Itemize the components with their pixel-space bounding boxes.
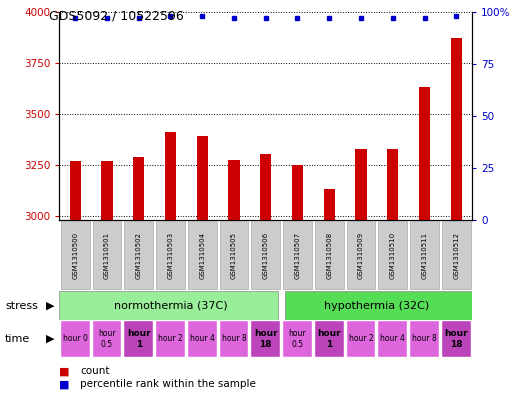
Text: hour 0: hour 0 bbox=[63, 334, 88, 343]
Text: GSM1310508: GSM1310508 bbox=[326, 232, 332, 279]
Bar bbox=[93, 222, 121, 289]
Bar bbox=[188, 321, 217, 357]
Text: GSM1310502: GSM1310502 bbox=[136, 232, 142, 279]
Bar bbox=[102, 161, 112, 393]
Bar bbox=[124, 222, 153, 289]
Bar bbox=[61, 321, 89, 357]
Bar bbox=[419, 87, 430, 393]
Bar bbox=[251, 321, 280, 357]
Text: hour
0.5: hour 0.5 bbox=[288, 329, 307, 349]
Text: GSM1310507: GSM1310507 bbox=[295, 232, 300, 279]
Bar bbox=[315, 321, 344, 357]
Text: GSM1310504: GSM1310504 bbox=[199, 232, 205, 279]
Bar bbox=[410, 321, 439, 357]
Text: hour 2: hour 2 bbox=[158, 334, 183, 343]
Bar bbox=[59, 292, 279, 320]
Text: GSM1310500: GSM1310500 bbox=[72, 232, 78, 279]
Bar bbox=[70, 161, 81, 393]
Bar bbox=[229, 160, 239, 393]
Bar bbox=[124, 321, 153, 357]
Text: ■: ■ bbox=[59, 366, 70, 376]
Text: GSM1310505: GSM1310505 bbox=[231, 232, 237, 279]
Text: hour 8: hour 8 bbox=[221, 334, 246, 343]
Text: GDS5092 / 10522596: GDS5092 / 10522596 bbox=[49, 10, 184, 23]
Bar bbox=[450, 39, 462, 393]
Text: count: count bbox=[80, 366, 109, 376]
Text: hour 8: hour 8 bbox=[412, 334, 437, 343]
Bar bbox=[220, 321, 248, 357]
Bar bbox=[285, 292, 472, 320]
Bar bbox=[347, 321, 375, 357]
Text: hour
0.5: hour 0.5 bbox=[98, 329, 116, 349]
Text: hour
18: hour 18 bbox=[444, 329, 468, 349]
Bar bbox=[188, 222, 217, 289]
Text: stress: stress bbox=[5, 301, 38, 310]
Text: GSM1310510: GSM1310510 bbox=[390, 232, 396, 279]
Bar bbox=[356, 149, 366, 393]
Text: GSM1310506: GSM1310506 bbox=[263, 232, 269, 279]
Bar bbox=[315, 222, 344, 289]
Text: GSM1310503: GSM1310503 bbox=[168, 232, 173, 279]
Bar bbox=[410, 222, 439, 289]
Bar bbox=[324, 189, 335, 393]
Text: percentile rank within the sample: percentile rank within the sample bbox=[80, 379, 256, 389]
Text: hour 2: hour 2 bbox=[349, 334, 374, 343]
Bar bbox=[165, 132, 176, 393]
Bar bbox=[292, 165, 303, 393]
Bar bbox=[378, 222, 407, 289]
Bar bbox=[156, 222, 185, 289]
Text: GSM1310512: GSM1310512 bbox=[453, 232, 459, 279]
Text: hour
1: hour 1 bbox=[317, 329, 341, 349]
Text: hour 4: hour 4 bbox=[190, 334, 215, 343]
Text: ▶: ▶ bbox=[46, 334, 55, 344]
Bar bbox=[133, 157, 144, 393]
Bar bbox=[347, 222, 375, 289]
Text: GSM1310509: GSM1310509 bbox=[358, 232, 364, 279]
Bar bbox=[61, 222, 89, 289]
Text: time: time bbox=[5, 334, 30, 344]
Bar bbox=[442, 222, 471, 289]
Bar bbox=[442, 321, 471, 357]
Bar bbox=[220, 222, 248, 289]
Text: ▶: ▶ bbox=[46, 301, 55, 310]
Bar bbox=[387, 149, 398, 393]
Bar bbox=[93, 321, 121, 357]
Bar bbox=[197, 136, 208, 393]
Bar bbox=[260, 154, 271, 393]
Text: hypothermia (32C): hypothermia (32C) bbox=[324, 301, 429, 310]
Text: GSM1310501: GSM1310501 bbox=[104, 232, 110, 279]
Bar bbox=[156, 321, 185, 357]
Bar bbox=[283, 222, 312, 289]
Text: hour 4: hour 4 bbox=[380, 334, 405, 343]
Text: normothermia (37C): normothermia (37C) bbox=[114, 301, 227, 310]
Text: hour
18: hour 18 bbox=[254, 329, 278, 349]
Bar bbox=[283, 321, 312, 357]
Text: hour
1: hour 1 bbox=[127, 329, 151, 349]
Text: GSM1310511: GSM1310511 bbox=[422, 232, 428, 279]
Bar bbox=[378, 321, 407, 357]
Text: ■: ■ bbox=[59, 379, 70, 389]
Bar bbox=[251, 222, 280, 289]
